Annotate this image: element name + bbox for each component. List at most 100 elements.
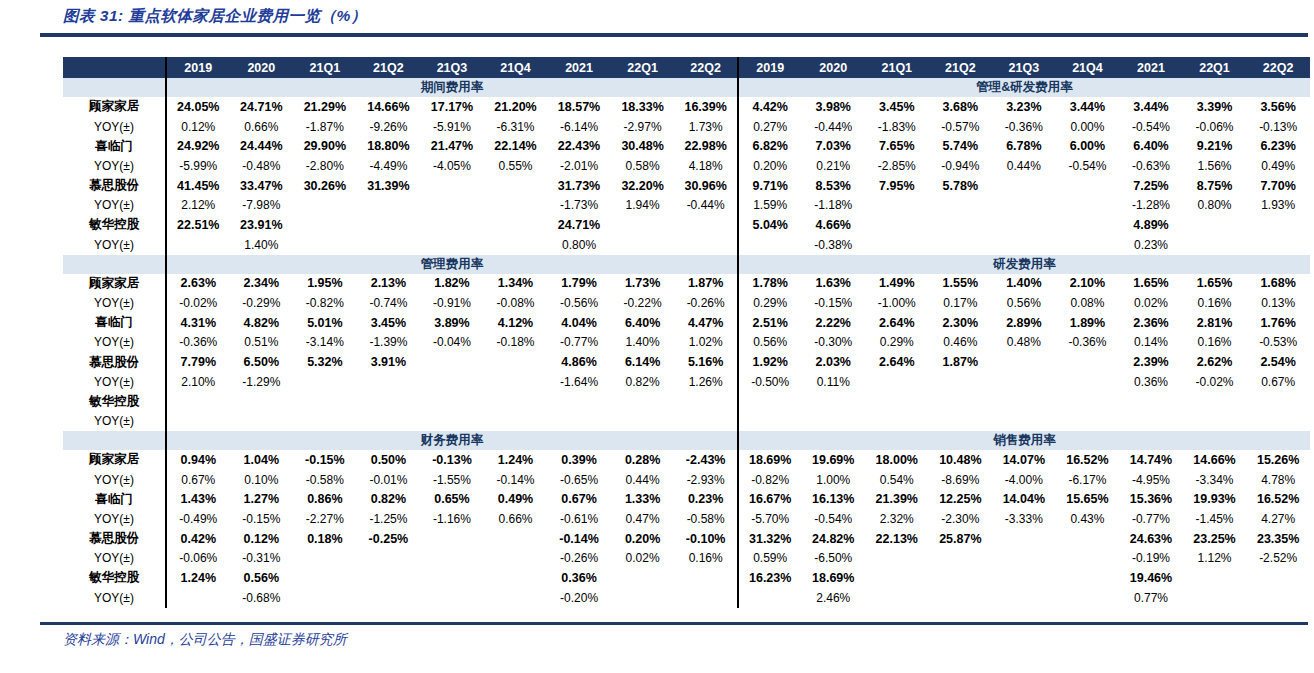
table-cell: -1.29%	[230, 372, 294, 392]
section-title-right: 销售费用率	[738, 431, 1310, 450]
table-cell: -0.06%	[1183, 117, 1247, 137]
table-cell: 22.43%	[547, 136, 611, 156]
table-cell: -0.54%	[1056, 156, 1120, 176]
table-cell: 0.16%	[1183, 293, 1247, 313]
section-band-label	[63, 78, 166, 97]
table-cell	[420, 568, 484, 588]
table-cell: 3.44%	[1119, 97, 1183, 117]
table-cell: -2.93%	[674, 470, 738, 490]
table-cell: -0.36%	[1056, 333, 1120, 353]
table-cell	[547, 392, 611, 412]
table-cell: 2.10%	[166, 372, 230, 392]
table-cell: 0.67%	[1246, 372, 1310, 392]
table-cell: 22.51%	[166, 215, 230, 235]
table-cell: 16.67%	[738, 489, 802, 509]
table-cell	[992, 352, 1056, 372]
column-header: 21Q2	[929, 57, 993, 78]
table-cell: 10.48%	[929, 450, 993, 470]
table-cell: -1.55%	[420, 470, 484, 490]
table-row: 敏华控股1.24%0.56%0.36%16.23%18.69%19.46%	[63, 568, 1310, 588]
table-cell	[674, 235, 738, 255]
table-cell: 2.13%	[357, 274, 421, 294]
table-cell: 2.36%	[1119, 313, 1183, 333]
table-cell: -0.10%	[674, 529, 738, 549]
table-cell: 6.23%	[1246, 136, 1310, 156]
column-header: 2021	[547, 57, 611, 78]
table-row: YOY(±)-0.49%-0.15%-2.27%-1.25%-1.16%0.66…	[63, 509, 1310, 529]
table-cell: 0.39%	[547, 450, 611, 470]
table-cell: -0.58%	[293, 470, 357, 490]
table-cell	[1183, 215, 1247, 235]
table-cell: 14.66%	[357, 97, 421, 117]
table-cell: 0.13%	[1246, 293, 1310, 313]
row-label: 慕思股份	[63, 176, 166, 196]
column-header: 2019	[738, 57, 802, 78]
table-cell	[1183, 235, 1247, 255]
table-cell	[293, 392, 357, 412]
table-cell: 0.36%	[1119, 372, 1183, 392]
table-cell: 15.65%	[1056, 489, 1120, 509]
table-cell	[484, 215, 548, 235]
table-cell	[357, 568, 421, 588]
table-cell: 2.64%	[865, 313, 929, 333]
table-cell: 1.73%	[611, 274, 675, 294]
table-cell	[611, 392, 675, 412]
table-cell: 3.56%	[1246, 97, 1310, 117]
table-cell: 0.29%	[738, 293, 802, 313]
table-cell: -1.39%	[357, 333, 421, 353]
table-cell: 0.82%	[357, 489, 421, 509]
table-cell: 18.80%	[357, 136, 421, 156]
table-cell: 0.56%	[992, 293, 1056, 313]
table-cell: 3.91%	[357, 352, 421, 372]
table-cell	[611, 568, 675, 588]
table-cell	[293, 568, 357, 588]
table-cell: 18.69%	[801, 568, 865, 588]
table-cell: -0.15%	[230, 509, 294, 529]
table-cell: 3.39%	[1183, 97, 1247, 117]
table-cell: 0.02%	[611, 548, 675, 568]
table-cell	[865, 215, 929, 235]
table-cell: 24.05%	[166, 97, 230, 117]
table-cell: -0.77%	[1119, 509, 1183, 529]
table-cell: 2.89%	[992, 313, 1056, 333]
table-cell	[420, 372, 484, 392]
table-cell: 2.30%	[929, 313, 993, 333]
table-cell: 21.47%	[420, 136, 484, 156]
table-cell: 24.71%	[230, 97, 294, 117]
table-cell	[801, 392, 865, 412]
table-cell: 30.48%	[611, 136, 675, 156]
table-cell: -0.14%	[484, 470, 548, 490]
table-cell	[1056, 411, 1120, 431]
table-cell: 2.22%	[801, 313, 865, 333]
figure-title: 图表 31: 重点软体家居企业费用一览（%）	[63, 6, 367, 27]
table-cell: 4.04%	[547, 313, 611, 333]
table-cell: 1.87%	[929, 352, 993, 372]
table-cell: 3.98%	[801, 97, 865, 117]
table-cell: -0.38%	[801, 235, 865, 255]
table-cell	[166, 235, 230, 255]
table-cell: 18.57%	[547, 97, 611, 117]
table-cell	[484, 176, 548, 196]
table-cell: -0.25%	[357, 529, 421, 549]
table-cell: -0.53%	[1246, 333, 1310, 353]
table-cell: -2.80%	[293, 156, 357, 176]
table-cell: 0.11%	[801, 372, 865, 392]
table-cell	[992, 588, 1056, 608]
table-cell: 14.74%	[1119, 450, 1183, 470]
table-cell: -0.04%	[420, 333, 484, 353]
table-cell: 0.46%	[929, 333, 993, 353]
table-cell	[484, 529, 548, 549]
table-cell: 1.94%	[611, 195, 675, 215]
table-cell: 1.73%	[674, 117, 738, 137]
table-cell: 16.52%	[1246, 489, 1310, 509]
table-cell: 0.47%	[611, 509, 675, 529]
table-cell: -0.82%	[738, 470, 802, 490]
table-cell: 2.34%	[230, 274, 294, 294]
table-cell: 4.86%	[547, 352, 611, 372]
table-cell: -0.15%	[801, 293, 865, 313]
table-cell: 22.13%	[865, 529, 929, 549]
table-cell	[992, 392, 1056, 412]
table-cell	[992, 372, 1056, 392]
row-label: YOY(±)	[63, 548, 166, 568]
table-cell: -8.69%	[929, 470, 993, 490]
